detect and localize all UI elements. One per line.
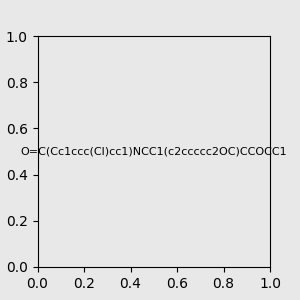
Text: O=C(Cc1ccc(Cl)cc1)NCC1(c2ccccc2OC)CCOCC1: O=C(Cc1ccc(Cl)cc1)NCC1(c2ccccc2OC)CCOCC1	[20, 146, 287, 157]
